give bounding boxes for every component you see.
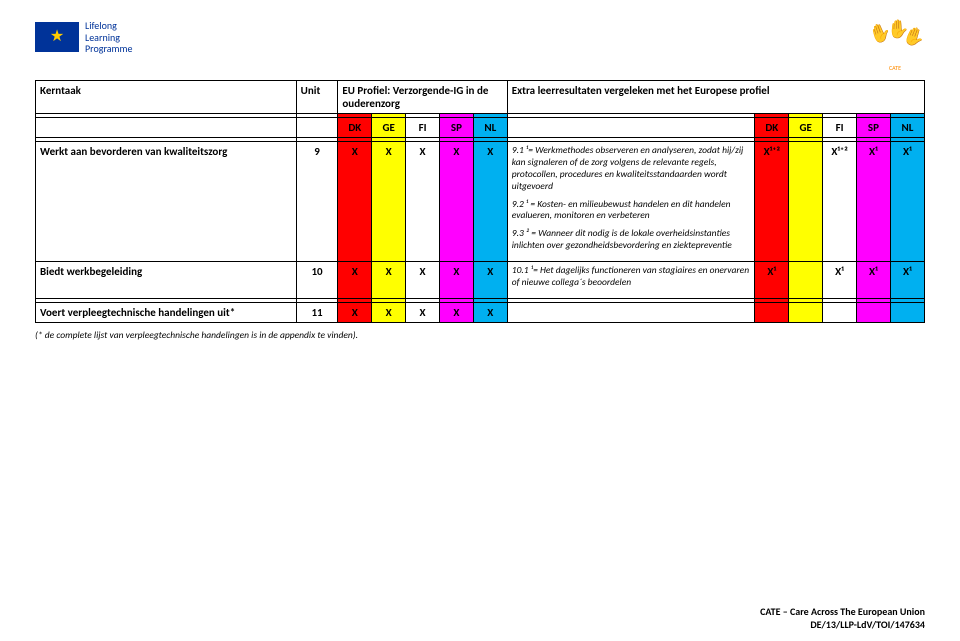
table-row: Werkt aan bevorderen van kwaliteitszorg …: [36, 142, 925, 262]
col-sp: SP: [857, 118, 891, 138]
extra-cell: X¹⁺²: [755, 142, 789, 262]
mark-cell: X: [406, 302, 440, 322]
col-extra: Extra leerresultaten vergeleken met het …: [507, 81, 924, 114]
col-unit: Unit: [296, 81, 338, 114]
extra-cell: X¹: [890, 142, 924, 262]
desc-cell: [507, 302, 755, 322]
col-nl: NL: [473, 118, 507, 138]
country-header-row: DK GE FI SP NL DK GE FI SP NL: [36, 118, 925, 138]
llp-text: Lifelong Learning Programme: [85, 20, 133, 55]
competency-table: Kerntaak Unit EU Profiel: Verzorgende-IG…: [35, 80, 925, 323]
page-footer: CATE – Care Across The European Union DE…: [760, 605, 925, 631]
mark-cell: X: [473, 142, 507, 262]
unit-cell: 11: [296, 302, 338, 322]
footer-line2: DE/13/LLP-LdV/TOI/147634: [760, 618, 925, 631]
extra-cell: X¹: [755, 262, 789, 299]
extra-cell: [823, 302, 857, 322]
mark-cell: X: [338, 262, 372, 299]
extra-cell: [789, 142, 823, 262]
extra-cell: [890, 302, 924, 322]
mark-cell: X: [406, 262, 440, 299]
col-fi: FI: [823, 118, 857, 138]
mark-cell: X: [473, 262, 507, 299]
mark-cell: X: [473, 302, 507, 322]
desc-text: 9.2 ¹ = Kosten- en milieubewust handelen…: [512, 199, 751, 223]
col-ge: GE: [789, 118, 823, 138]
mark-cell: X: [372, 302, 406, 322]
extra-cell: X¹: [890, 262, 924, 299]
desc-cell: 10.1 ¹= Het dagelijks functioneren van s…: [507, 262, 755, 299]
mark-cell: X: [440, 262, 474, 299]
extra-cell: X¹: [857, 262, 891, 299]
footnote-text: (* de complete lijst van verpleegtechnis…: [35, 329, 925, 341]
extra-cell: [755, 302, 789, 322]
table-row: Voert verpleegtechnische handelingen uit…: [36, 302, 925, 322]
extra-cell: [857, 302, 891, 322]
cate-logo: ✋ ✋ ✋ CATE: [865, 20, 925, 70]
task-cell: Voert verpleegtechnische handelingen uit…: [36, 302, 297, 322]
table-row: Biedt werkbegeleiding 10 X X X X X 10.1 …: [36, 262, 925, 299]
footer-line1: CATE – Care Across The European Union: [760, 605, 925, 618]
col-fi: FI: [406, 118, 440, 138]
mark-cell: X: [338, 142, 372, 262]
desc-text: 9.3 ² = Wanneer dit nodig is de lokale o…: [512, 228, 751, 252]
eu-flag-icon: ★: [35, 22, 79, 52]
extra-cell: [789, 302, 823, 322]
extra-cell: X¹⁺²: [823, 142, 857, 262]
mark-cell: X: [338, 302, 372, 322]
desc-text: 9.1 ¹= Werkmethodes observeren en analys…: [512, 145, 751, 193]
col-kerntaak: Kerntaak: [36, 81, 297, 114]
unit-cell: 9: [296, 142, 338, 262]
col-dk: DK: [755, 118, 789, 138]
llp-line3: Programme: [85, 43, 133, 55]
extra-cell: X¹: [823, 262, 857, 299]
col-ge: GE: [372, 118, 406, 138]
llp-logo: ★ Lifelong Learning Programme: [35, 20, 133, 55]
mark-cell: X: [372, 142, 406, 262]
extra-cell: [789, 262, 823, 299]
llp-line1: Lifelong: [85, 20, 133, 32]
mark-cell: X: [440, 142, 474, 262]
cate-label: CATE: [865, 64, 925, 72]
desc-cell: 9.1 ¹= Werkmethodes observeren en analys…: [507, 142, 755, 262]
col-sp: SP: [440, 118, 474, 138]
col-nl: NL: [890, 118, 924, 138]
unit-cell: 10: [296, 262, 338, 299]
task-cell: Biedt werkbegeleiding: [36, 262, 297, 299]
extra-cell: X¹: [857, 142, 891, 262]
table-header-row: Kerntaak Unit EU Profiel: Verzorgende-IG…: [36, 81, 925, 114]
col-eu-profiel: EU Profiel: Verzorgende-IG in de ouderen…: [338, 81, 507, 114]
mark-cell: X: [372, 262, 406, 299]
desc-text: 10.1 ¹= Het dagelijks functioneren van s…: [512, 265, 751, 289]
mark-cell: X: [440, 302, 474, 322]
mark-cell: X: [406, 142, 440, 262]
col-dk: DK: [338, 118, 372, 138]
page-header: ★ Lifelong Learning Programme ✋ ✋ ✋ CATE: [35, 20, 925, 70]
task-cell: Werkt aan bevorderen van kwaliteitszorg: [36, 142, 297, 262]
